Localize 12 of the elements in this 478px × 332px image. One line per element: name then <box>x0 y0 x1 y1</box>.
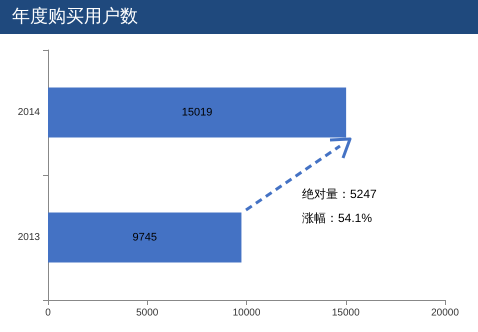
annotation: 绝对量：5247 <box>302 187 378 201</box>
y-tick-label: 2013 <box>18 232 40 243</box>
data-label: 9745 <box>132 232 157 244</box>
chart-title: 年度购买用户数 <box>0 0 478 34</box>
x-tick-label: 0 <box>45 308 52 318</box>
x-tick-label: 20000 <box>431 308 460 318</box>
x-tick-label: 15000 <box>332 308 360 318</box>
x-tick-label: 10000 <box>232 308 261 318</box>
data-label: 15019 <box>182 106 212 118</box>
x-tick-label: 5000 <box>136 308 159 318</box>
y-tick-label: 2014 <box>18 107 40 118</box>
annotation: 涨幅：54.1% <box>302 211 372 225</box>
